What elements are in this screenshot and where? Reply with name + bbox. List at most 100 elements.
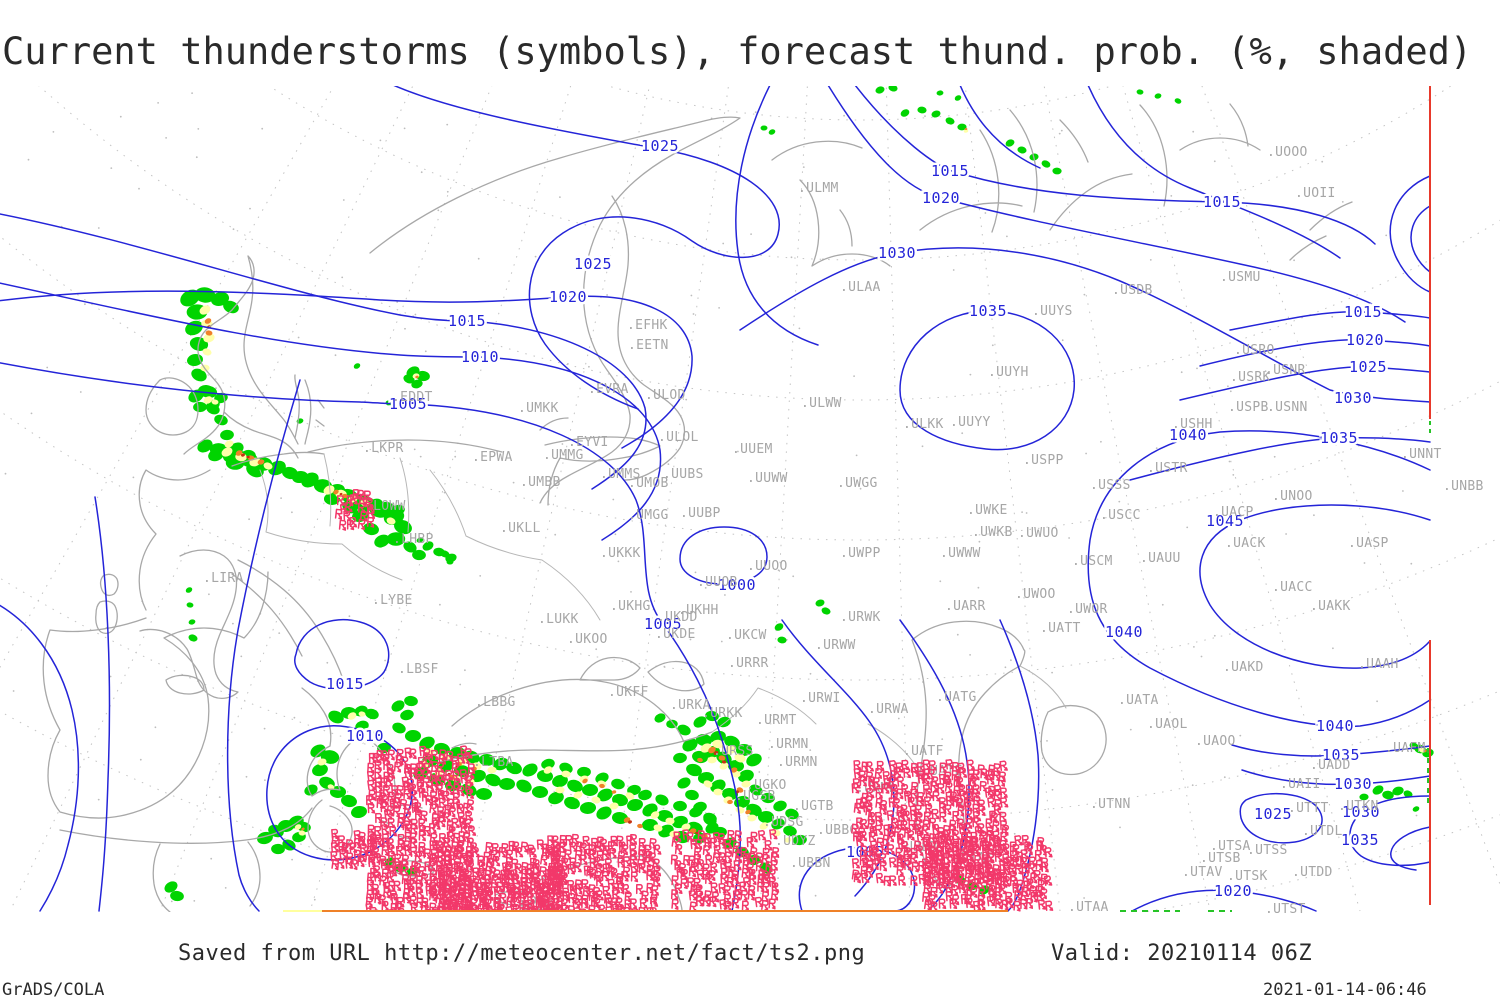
map-speck	[193, 900, 196, 902]
prob-shading-yellow	[347, 712, 357, 720]
map-speck	[1155, 447, 1158, 449]
map-speck	[781, 745, 783, 747]
coastline	[145, 377, 199, 436]
prob-shading-yellow	[712, 739, 724, 749]
station-label: .UWOO	[1015, 587, 1056, 602]
station-label: .EVRA	[588, 382, 629, 397]
station-label: .UACC	[1272, 580, 1313, 595]
map-speck	[1275, 355, 1278, 358]
map-speck	[1100, 440, 1102, 443]
station-label: .UTKN	[1338, 799, 1379, 814]
thunderstorm-symbol	[635, 884, 644, 895]
coastline	[544, 436, 661, 506]
thunderstorm-symbol	[637, 906, 647, 912]
station-label: .UMGG	[628, 508, 669, 523]
isobar-line	[393, 86, 780, 410]
prob-shading-yellow	[703, 780, 713, 788]
prob-shading-green	[416, 370, 430, 382]
prob-shading-green	[721, 788, 739, 800]
thunderstorm-symbol	[986, 895, 996, 907]
prob-shading-green	[516, 779, 532, 793]
thunderstorm-symbol	[623, 915, 630, 925]
prob-shading-green	[611, 778, 625, 790]
station-label: .UKFF	[608, 685, 649, 700]
station-label: .UTDL	[1302, 824, 1343, 839]
isobar-value-label: 1030	[878, 244, 916, 262]
thunderstorm-symbol	[622, 906, 631, 912]
station-label: .UNBB	[1443, 479, 1484, 494]
station-label: .USHH	[1172, 417, 1213, 432]
isobar-line	[1239, 792, 1323, 844]
thunderstorm-symbol	[367, 779, 376, 791]
prob-shading-yellow	[561, 770, 571, 778]
map-speck	[554, 533, 557, 536]
thunderstorm-symbol	[741, 900, 750, 912]
prob-shading-yellow	[555, 786, 565, 794]
station-label: .UTAA	[1068, 900, 1109, 915]
boundary-layer	[283, 86, 1431, 912]
map-speck	[1191, 784, 1194, 787]
prob-shading-green	[391, 700, 405, 712]
prob-shading-green	[693, 801, 707, 813]
prob-shading-green	[577, 766, 591, 778]
station-label: .UAFM	[1385, 741, 1426, 756]
station-label: .USTR	[1147, 461, 1188, 476]
isobar-line	[735, 86, 819, 346]
station-label: .UUBS	[663, 467, 704, 482]
prob-shading-green	[193, 401, 207, 413]
prob-shading-yellow	[734, 753, 746, 763]
map-speck	[340, 480, 343, 483]
map-speck	[1376, 700, 1378, 703]
thunderstorm-symbol	[581, 879, 589, 890]
thunderstorm-symbol	[966, 759, 975, 771]
thunderstorm-symbol	[604, 914, 611, 924]
station-label: .UUYH	[988, 365, 1029, 380]
map-speck	[27, 158, 30, 161]
prob-shading-green	[365, 708, 379, 720]
station-label: .UUWW	[747, 471, 788, 486]
station-label: .URWI	[800, 691, 841, 706]
prob-shading-orange	[257, 459, 265, 465]
thunderstorm-symbol	[609, 915, 615, 924]
prob-shading-green	[596, 806, 612, 820]
station-label: .URRR	[728, 656, 769, 671]
station-label: .UUYS	[1032, 304, 1073, 319]
station-label: .ULOL	[658, 430, 699, 445]
map-speck	[419, 455, 422, 458]
thunderstorm-symbol	[956, 818, 965, 830]
map-speck	[403, 127, 406, 130]
coastline	[231, 559, 345, 683]
graticule-meridian	[309, 86, 572, 912]
station-label: .URSS	[713, 744, 754, 759]
station-label: .UUOO	[747, 559, 788, 574]
map-speck	[248, 518, 251, 521]
map-speck	[1385, 234, 1388, 237]
thunderstorm-symbol	[883, 824, 892, 836]
prob-shading-green	[677, 724, 691, 736]
prob-shading-green	[627, 784, 641, 796]
isobar-line	[94, 496, 111, 912]
map-speck	[1355, 306, 1358, 308]
prob-shading-green	[1359, 793, 1369, 801]
station-label: .UTSB	[1200, 851, 1241, 866]
station-label: .UTNN	[1090, 797, 1131, 812]
prob-shading-yellow	[263, 462, 273, 470]
country-border	[259, 453, 601, 621]
map-speck	[855, 454, 858, 457]
prob-shading-orange	[235, 450, 243, 456]
map-speck	[84, 303, 86, 306]
thunderstorm-symbol	[741, 867, 750, 879]
station-label: .UWGG	[837, 476, 878, 491]
prob-shading-green	[785, 808, 799, 820]
map-speck	[477, 257, 480, 260]
prob-shading-green	[191, 368, 207, 382]
map-speck	[843, 114, 845, 117]
map-speck	[79, 391, 82, 393]
isobar-line	[0, 362, 742, 912]
map-speck	[612, 498, 615, 501]
thunderstorm-symbol	[995, 898, 1003, 910]
station-label: .LUKK	[538, 612, 579, 627]
map-speck	[157, 102, 160, 104]
station-label: .UDYZ	[775, 834, 816, 849]
map-speck	[12, 690, 15, 692]
